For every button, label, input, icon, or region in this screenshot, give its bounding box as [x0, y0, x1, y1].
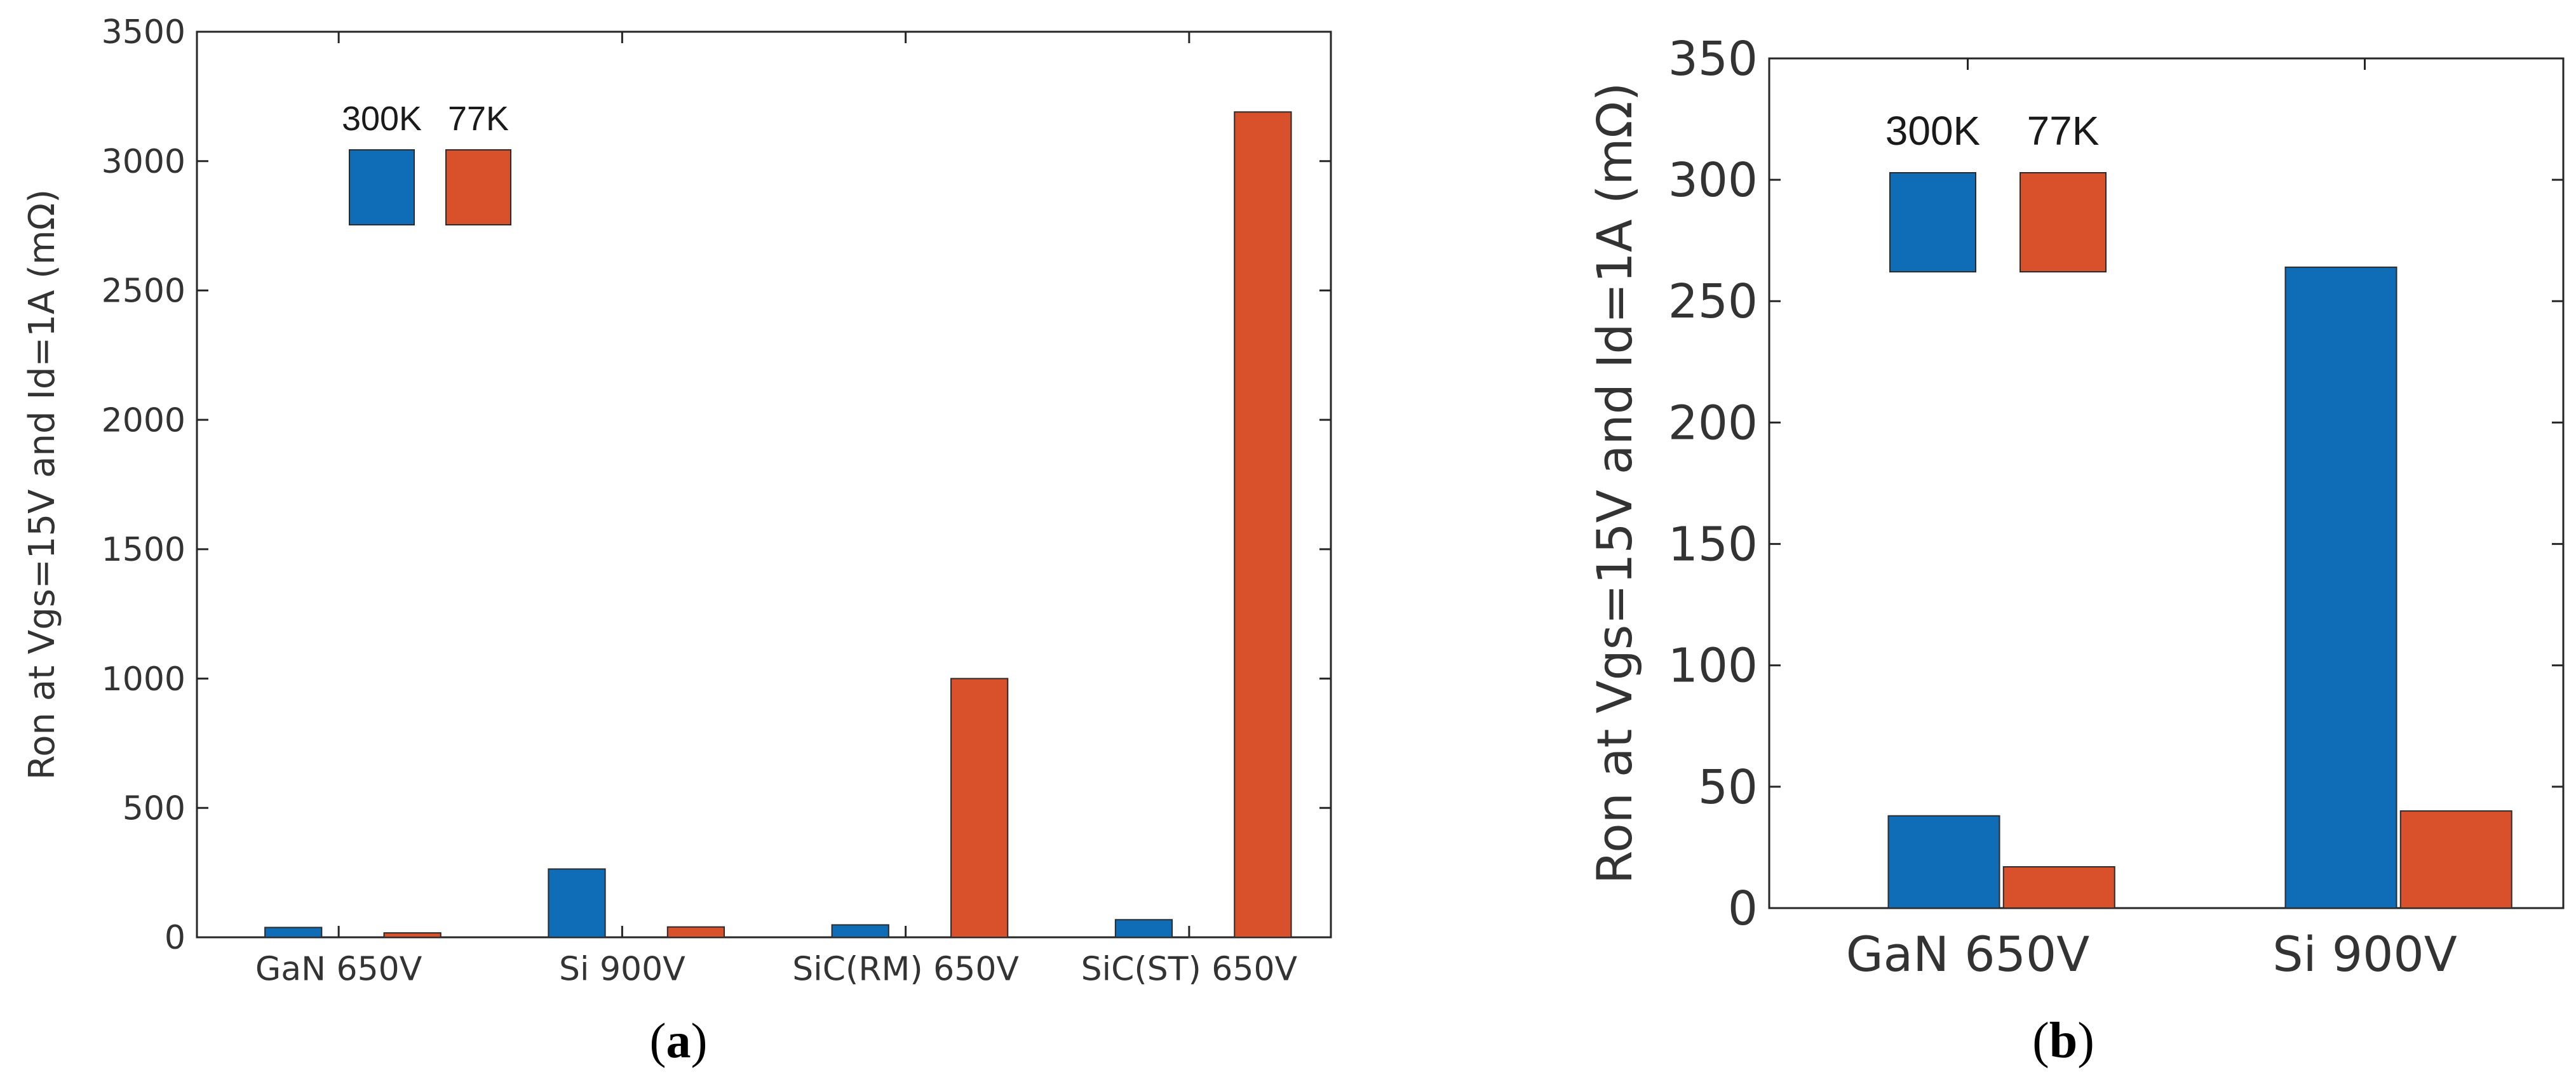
- panel-label-open: (: [650, 1013, 666, 1068]
- y-axis-label: Ron at Vgs=15V and Id=1A (mΩ): [22, 189, 63, 780]
- y-tick-label: 50: [1698, 760, 1758, 815]
- legend-swatch-300k: [1889, 172, 1976, 272]
- panel-label-letter: a: [666, 1013, 691, 1068]
- x-tick-label: SiC(RM) 650V: [792, 951, 1019, 989]
- bar-300k: [1114, 919, 1173, 938]
- y-tick-label: 300: [1668, 153, 1758, 208]
- y-tick-label: 2000: [102, 401, 185, 439]
- panel-label-close: ): [2077, 1013, 2094, 1069]
- legend-label-300k: 300K: [1885, 108, 1980, 154]
- y-tick-label: 0: [1728, 881, 1758, 936]
- legend-label-300k: 300K: [342, 100, 422, 138]
- bar-77k: [383, 932, 442, 939]
- plot-frame: [1768, 57, 2565, 909]
- bar-77k: [2399, 810, 2512, 909]
- y-tick-label: 250: [1668, 274, 1758, 329]
- x-tick-label: GaN 650V: [255, 951, 422, 989]
- y-tick-label: 1000: [102, 660, 185, 699]
- panel-label-open: (: [2032, 1013, 2049, 1069]
- bar-77k: [1234, 111, 1292, 938]
- y-tick-label: 150: [1668, 517, 1758, 572]
- plot-frame: [196, 30, 1332, 939]
- panel-label-letter: b: [2049, 1013, 2078, 1069]
- y-tick-label: 3500: [102, 13, 185, 51]
- bar-300k: [264, 926, 323, 938]
- bar-77k: [950, 678, 1009, 938]
- bar-77k: [2002, 866, 2115, 909]
- panel-label: (b): [2032, 1013, 2094, 1069]
- y-tick-label: 1500: [102, 531, 185, 569]
- legend-swatch-300k: [349, 149, 415, 225]
- bar-300k: [548, 868, 606, 938]
- y-tick-label: 2500: [102, 272, 185, 311]
- y-tick-label: 200: [1668, 396, 1758, 450]
- bar-300k: [2284, 266, 2397, 909]
- legend-swatch-77k: [2020, 172, 2107, 272]
- y-tick-label: 0: [165, 919, 185, 957]
- legend-label-77k: 77K: [2027, 108, 2100, 154]
- x-tick-label: Si 900V: [559, 951, 685, 989]
- chart-panel-a: 0 500 1000 1500 2000 2500 3000 3500 GaN 650V Si 9…: [22, 13, 1332, 1068]
- bar-300k: [1887, 815, 2000, 909]
- x-tick-label: SiC(ST) 650V: [1081, 951, 1298, 989]
- y-tick-label: 500: [123, 789, 185, 827]
- y-tick-label: 100: [1668, 639, 1758, 693]
- x-tick-label: GaN 650V: [1846, 926, 2090, 982]
- y-axis-label: Ron at Vgs=15V and Id=1A (mΩ): [1586, 83, 1643, 885]
- x-tick-label: Si 900V: [2272, 926, 2457, 982]
- y-tick-label: 3000: [102, 143, 185, 181]
- panel-label-close: ): [691, 1013, 708, 1068]
- legend-label-77k: 77K: [448, 100, 509, 138]
- bar-77k: [666, 926, 725, 939]
- bar-300k: [831, 924, 889, 939]
- legend-swatch-77k: [445, 149, 511, 225]
- y-tick-label: 350: [1668, 32, 1758, 86]
- chart-panel-b: 0 50 100 150 200 250 300 350 GaN 650V Si 900V 300K…: [1586, 32, 2565, 1069]
- panel-label: (a): [650, 1013, 708, 1068]
